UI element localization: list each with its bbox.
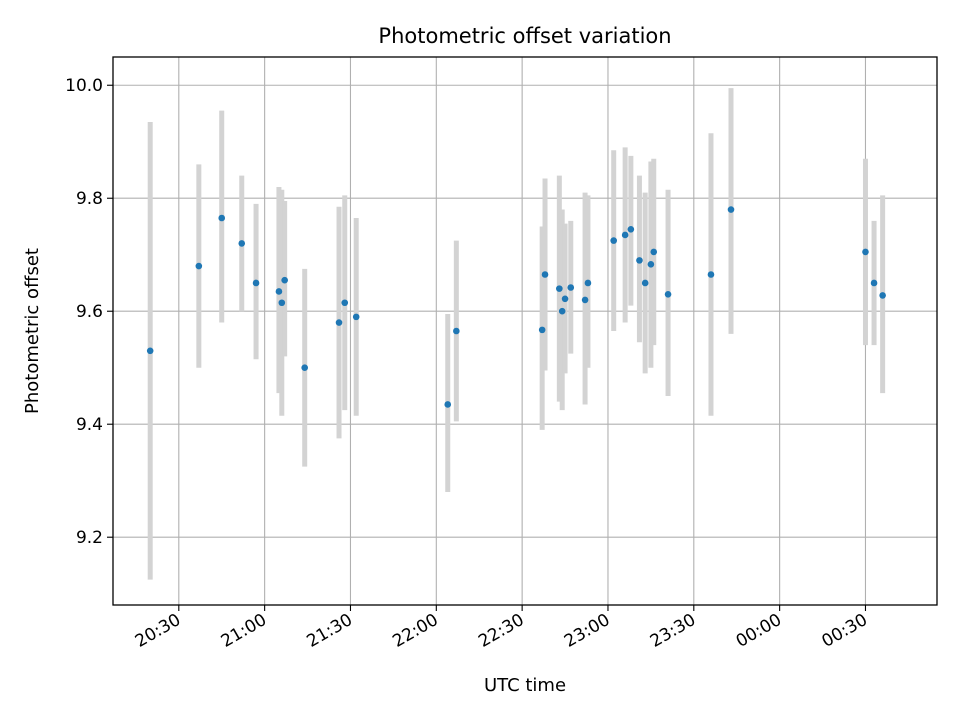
data-point: [541, 271, 549, 278]
data-point: [341, 299, 349, 307]
data-point: [218, 214, 226, 222]
data-point: [281, 276, 288, 284]
y-tick-label: 10.0: [65, 76, 103, 96]
data-point: [146, 347, 154, 355]
data-point: [252, 279, 260, 287]
data-point: [335, 319, 343, 326]
data-point: [664, 290, 672, 298]
chart-title: Photometric offset variation: [378, 24, 671, 48]
plot-frame: [112, 56, 938, 606]
data-point: [862, 248, 869, 256]
y-tick-label: 9.2: [76, 528, 103, 548]
data-point: [561, 295, 569, 303]
data-point: [584, 279, 592, 287]
y-axis-title: Photometric offset: [22, 248, 43, 414]
data-point: [621, 231, 629, 239]
data-point: [538, 326, 546, 334]
data-point: [444, 401, 452, 408]
data-point: [558, 307, 566, 315]
data-point: [870, 279, 878, 287]
data-point: [278, 299, 286, 307]
data-point: [195, 262, 203, 270]
data-point: [301, 364, 308, 372]
data-point: [275, 288, 283, 295]
data-point: [627, 226, 635, 233]
data-points: [146, 206, 886, 408]
data-point: [556, 285, 563, 292]
data-point: [647, 261, 655, 268]
data-point: [727, 206, 735, 213]
data-point: [636, 257, 643, 264]
data-point: [650, 248, 658, 256]
data-point: [707, 271, 715, 278]
x-axis-title: UTC time: [484, 675, 566, 696]
y-tick-label: 9.4: [76, 415, 103, 435]
data-point: [581, 296, 589, 304]
data-point: [879, 292, 886, 299]
y-tick-label: 9.8: [76, 189, 103, 209]
grid-lines: [113, 57, 937, 605]
data-point: [610, 237, 617, 244]
data-point: [453, 327, 460, 335]
data-point: [238, 240, 246, 247]
data-point: [641, 279, 649, 287]
y-axis-ticks: 9.2 9.4 9.6 9.8 10.0: [65, 76, 113, 548]
data-point: [567, 284, 575, 291]
y-tick-label: 9.6: [76, 302, 103, 322]
data-point: [352, 313, 360, 321]
